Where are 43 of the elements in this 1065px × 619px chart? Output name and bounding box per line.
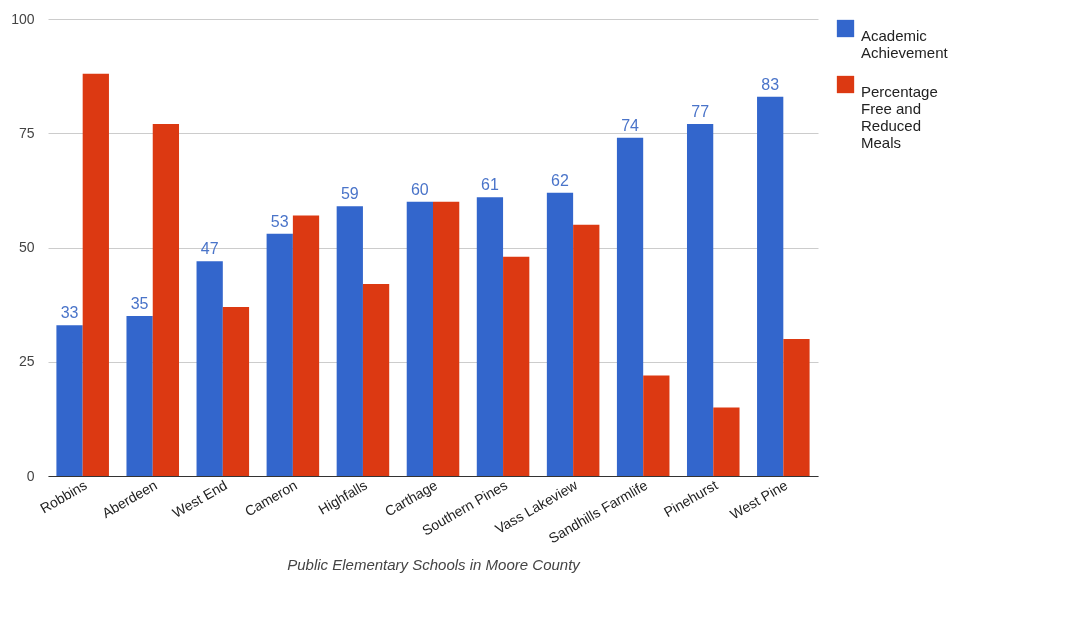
bar	[126, 316, 153, 476]
bar	[713, 407, 740, 476]
data-label: 59	[340, 185, 359, 203]
bar	[222, 306, 250, 476]
bar	[362, 284, 390, 476]
bar	[196, 261, 223, 476]
bar	[433, 201, 460, 476]
legend-label: Academic Achievement	[861, 26, 949, 61]
y-tick-label: 100	[11, 10, 35, 27]
bar	[336, 206, 363, 476]
x-tick-label: West End	[169, 476, 230, 521]
bar	[503, 256, 530, 476]
bar	[783, 338, 810, 476]
y-tick-label: 0	[26, 467, 35, 484]
data-label: 60	[410, 180, 429, 198]
bar	[406, 201, 433, 476]
bar	[616, 137, 644, 476]
bar	[757, 96, 784, 476]
bar	[643, 375, 670, 476]
data-label: 74	[621, 116, 640, 134]
bar	[546, 192, 574, 476]
data-label: 61	[481, 176, 499, 194]
bar	[56, 325, 83, 476]
data-label: 33	[60, 304, 79, 322]
y-tick-label: 25	[18, 353, 35, 370]
bar	[292, 215, 320, 476]
bar	[686, 124, 714, 476]
y-tick-label: 50	[18, 239, 35, 255]
bar	[573, 224, 600, 476]
y-tick-label: 75	[18, 124, 35, 141]
bar	[266, 233, 293, 476]
bar	[82, 73, 109, 476]
bar	[476, 197, 504, 476]
data-label: 53	[270, 212, 289, 230]
data-label: 47	[200, 240, 219, 258]
data-label: 77	[691, 103, 710, 121]
data-label: 83	[761, 75, 780, 93]
bar	[152, 124, 180, 476]
x-tick-label: West Pine	[727, 476, 791, 523]
x-axis-title: Public Elementary Schools in Moore County	[287, 556, 582, 574]
data-label: 35	[130, 295, 149, 313]
data-label: 62	[551, 171, 569, 189]
legend-label: Percentage Free and Reduced Meals	[861, 82, 938, 151]
